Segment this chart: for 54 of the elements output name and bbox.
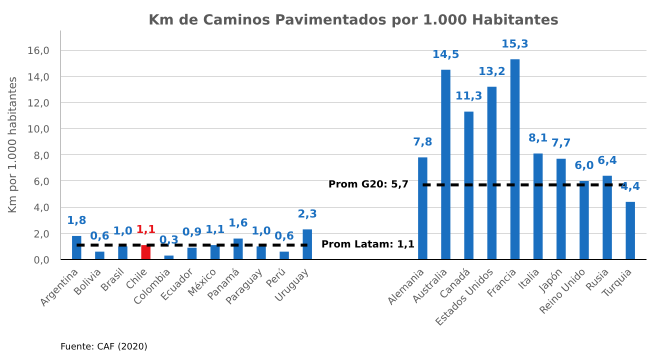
bar — [626, 202, 635, 260]
y-tick-label: 2,0 — [34, 229, 50, 240]
y-axis-title: Km por 1.000 habitantes — [6, 76, 20, 214]
data-label: 8,1 — [528, 132, 548, 145]
y-tick-label: 16,0 — [27, 46, 50, 58]
data-label: 0,9 — [182, 226, 202, 239]
data-label: 7,8 — [412, 135, 432, 148]
data-label: 0,6 — [90, 230, 110, 243]
y-tick-label: 10,0 — [27, 124, 50, 136]
data-label: 1,1 — [136, 223, 156, 236]
data-label: 0,6 — [274, 230, 294, 243]
y-tick-label: 0,0 — [34, 256, 50, 266]
bar — [580, 180, 589, 260]
bar — [487, 86, 497, 260]
bar — [556, 158, 566, 260]
bar — [256, 246, 266, 260]
data-label: 2,3 — [298, 207, 318, 220]
bar — [533, 154, 543, 260]
annotation: Prom Latam: 1,1 — [321, 240, 415, 251]
bar — [72, 236, 82, 260]
chart-title: Km de Caminos Pavimentados por 1.000 Habitantes — [148, 12, 559, 28]
bar — [187, 248, 197, 260]
data-label: 0,3 — [159, 234, 179, 247]
data-label: 15,3 — [501, 37, 529, 50]
data-label: 1,6 — [228, 216, 248, 230]
data-label: 6,4 — [598, 154, 618, 167]
data-label: 14,5 — [432, 48, 460, 61]
data-label: 1,1 — [205, 223, 225, 236]
y-tick-label: 6,0 — [34, 176, 50, 188]
bar — [418, 157, 428, 260]
bar — [602, 176, 612, 260]
y-tick-label: 4,0 — [34, 203, 50, 214]
data-label: 7,7 — [551, 136, 571, 150]
data-label: 4,4 — [620, 180, 640, 193]
bar — [441, 70, 450, 260]
bar — [302, 229, 312, 260]
source-note: Fuente: CAF (2020) — [60, 342, 148, 352]
y-tick-label: 12,0 — [27, 98, 50, 110]
bar — [280, 252, 289, 260]
data-label: 13,2 — [478, 64, 506, 78]
data-label: 11,3 — [455, 90, 482, 103]
bar — [210, 245, 220, 260]
data-label: 6,0 — [574, 158, 594, 172]
data-label: 1,0 — [251, 224, 272, 238]
data-label: 1,0 — [113, 224, 133, 238]
bar — [95, 252, 104, 260]
bar — [464, 112, 474, 260]
bar — [141, 245, 150, 260]
y-tick-label: 8,0 — [34, 150, 50, 162]
bar — [118, 246, 128, 260]
bar — [510, 59, 520, 260]
annotation: Prom G20: 5,7 — [328, 179, 409, 190]
data-label: 1,8 — [66, 214, 86, 227]
y-tick-label: 14,0 — [27, 72, 50, 84]
